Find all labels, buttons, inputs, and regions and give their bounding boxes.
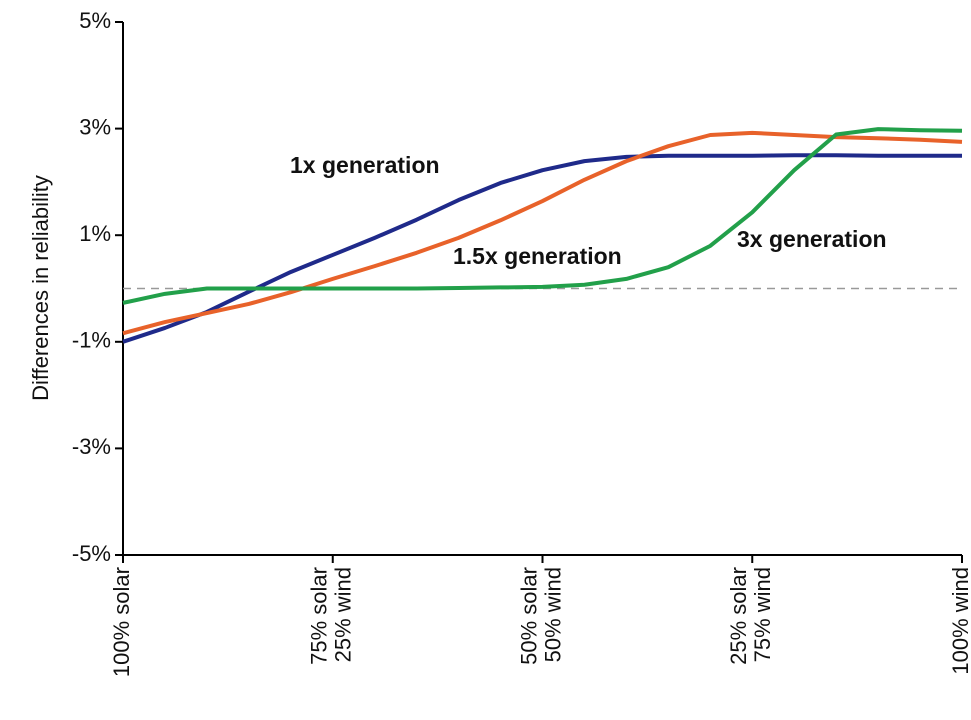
y-tick-label: 1% <box>79 221 111 246</box>
series-label: 1x generation <box>290 152 440 178</box>
x-tick-label: 100% wind <box>948 567 971 675</box>
y-tick-label: 3% <box>79 114 111 139</box>
x-tick-label: 25% wind <box>331 567 356 662</box>
y-tick-label: -1% <box>72 328 111 353</box>
series-label: 1.5x generation <box>453 243 622 269</box>
y-axis-label: Differences in reliability <box>28 175 53 401</box>
y-tick-label: 5% <box>79 8 111 33</box>
x-tick-label: 50% wind <box>540 567 565 662</box>
series-label: 3x generation <box>737 226 887 252</box>
x-tick-label: 75% solar <box>307 567 332 665</box>
series-line <box>122 153 962 344</box>
y-tick-label: -3% <box>72 434 111 459</box>
x-tick-label: 100% solar <box>109 567 134 677</box>
y-tick-label: -5% <box>72 541 111 566</box>
x-tick-label: 25% solar <box>726 567 751 665</box>
series-line <box>122 127 963 305</box>
series-line <box>122 130 963 336</box>
x-tick-label: 50% solar <box>516 567 541 665</box>
x-tick-label: 75% wind <box>750 567 775 662</box>
